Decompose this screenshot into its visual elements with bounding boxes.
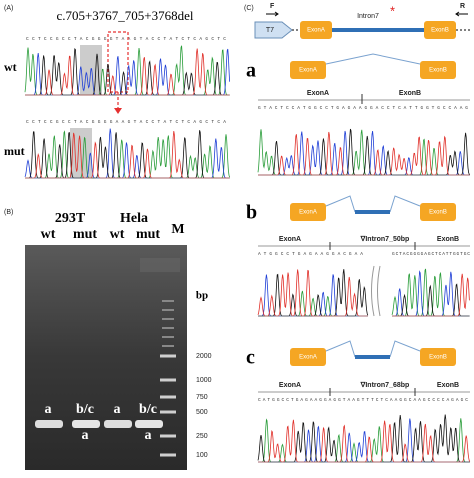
trace [258, 269, 369, 317]
exon [290, 203, 326, 221]
ladder-band [162, 318, 174, 320]
insert-label: ∇Intron7_68bp [360, 381, 410, 389]
sequence: ATGGCCTGAGAAGGACGAA [258, 251, 363, 257]
trace [258, 418, 470, 463]
ladder-label: 750 [196, 394, 208, 401]
exon-label: ExonB [429, 210, 447, 216]
promoter [254, 21, 293, 39]
ladder-band [160, 453, 176, 457]
band-label: a [82, 428, 89, 443]
promoter-label: T7 [266, 27, 274, 34]
exon-label: ExonB [429, 68, 447, 74]
row-label: wt [4, 60, 17, 74]
exon [420, 61, 456, 79]
seq-exon-label: ExonB [399, 90, 421, 97]
ladder-band [160, 378, 176, 382]
star: * [390, 3, 395, 18]
band [135, 420, 163, 428]
exon [420, 203, 456, 221]
panel-label: (C) [244, 5, 254, 12]
trace [257, 269, 368, 317]
sequence: GTACTCCATGGCCTGAGAAGGACCTCATTGGTGCCAAG [258, 105, 468, 111]
lane-label: wt [41, 227, 56, 242]
exon [300, 21, 332, 39]
group-label: 293T [55, 211, 86, 226]
seq-exon-label: ExonB [437, 382, 459, 389]
exon [290, 348, 326, 366]
ladder-label: 2000 [196, 353, 212, 360]
panel-label: (B) [4, 209, 13, 216]
variant-label: b [246, 202, 257, 224]
ladder-band [162, 300, 174, 302]
lane-label: wt [110, 227, 125, 242]
splice [325, 53, 421, 65]
trace [258, 419, 471, 463]
band-label: b/c [139, 402, 157, 417]
exon-label: ExonB [431, 28, 449, 34]
seq-exon-label: ExonA [279, 382, 301, 389]
panel-label: (A) [4, 5, 13, 12]
ladder-label: 500 [196, 409, 208, 416]
intron-label: Intron7 [357, 13, 379, 20]
unit-label: bp [196, 290, 208, 302]
exon-label: ExonB [429, 355, 447, 361]
exon-label: ExonA [307, 28, 325, 34]
lane-label: mut [136, 227, 160, 242]
exon [290, 61, 326, 79]
band [72, 420, 100, 428]
band-label: a [45, 402, 52, 417]
seq-exon-label: ExonA [279, 236, 301, 243]
exon-label: ExonA [299, 210, 317, 216]
sequence: CCTCCGCCTACGGGGTAAGTACCTATCTCAGCTC [26, 36, 226, 42]
trace [258, 274, 368, 317]
trace [392, 283, 470, 317]
ladder-band [162, 327, 174, 329]
ladder-band [160, 410, 176, 414]
ladder-band [162, 336, 174, 338]
exon [424, 21, 456, 39]
band [35, 420, 63, 428]
insert-label: ∇Intron7_50bp [360, 235, 410, 243]
primer-arrow [266, 11, 279, 17]
band-label: a [114, 402, 121, 417]
ladder-label: 250 [196, 433, 208, 440]
seq-exon-label: ExonA [307, 90, 329, 97]
sequence: CCTCCGCCTACGGGGAAGTACCTATCTCAGCTCA [26, 119, 226, 125]
sequence: CATGGCCTGAGAAGGAGGTAAGTTTCTCAAGGCAAGCCCC… [258, 397, 468, 403]
ladder-band [162, 345, 174, 347]
primer-arrow [455, 11, 468, 17]
break [371, 265, 381, 317]
mutation: c.705+3767_705+3768del [56, 8, 193, 23]
ladder-band [162, 309, 174, 311]
ladder-band [160, 395, 176, 399]
exon-label: ExonA [299, 68, 317, 74]
band-label: a [145, 428, 152, 443]
trace [258, 418, 470, 463]
smear [140, 258, 180, 272]
marker-label: M [171, 222, 184, 237]
band-label: b/c [76, 402, 94, 417]
exon [420, 348, 456, 366]
group-label: Hela [120, 211, 148, 226]
variant-label: a [246, 60, 256, 82]
sequence: GCTACGGGGAGCTCATTGGTGC [392, 251, 470, 257]
ladder-band [160, 434, 176, 438]
primer: F [270, 3, 275, 10]
splice [325, 195, 421, 213]
splice [325, 340, 421, 358]
variant-label: c [246, 347, 255, 369]
primer: R [460, 3, 465, 10]
row-label: mut [4, 144, 25, 158]
band [104, 420, 132, 428]
ladder-band [160, 354, 176, 358]
ladder-label: 1000 [196, 377, 212, 384]
seq-exon-label: ExonB [437, 236, 459, 243]
exon-label: ExonA [299, 355, 317, 361]
ladder-label: 100 [196, 452, 208, 459]
lane-label: mut [73, 227, 97, 242]
arrow-head [114, 108, 122, 114]
